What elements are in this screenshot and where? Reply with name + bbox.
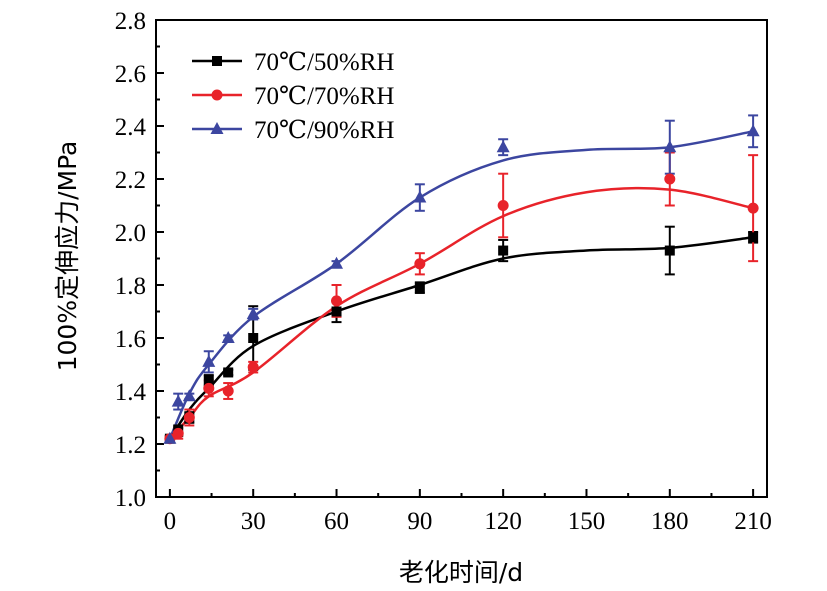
data-point-s2 [203,382,215,394]
x-tick-label: 150 [568,508,606,535]
y-tick-label: 2.6 [115,61,146,88]
data-point-s2 [172,427,184,439]
data-point-s2 [664,173,676,185]
legend-marker [212,56,222,66]
legend-marker [211,89,223,101]
data-point-s2 [331,295,343,307]
x-tick-label: 90 [407,508,432,535]
data-point-s1 [223,367,234,378]
legend-label: 70℃/70%RH [254,83,394,110]
y-tick-label: 1.0 [115,485,146,512]
x-tick-label: 30 [241,508,266,535]
y-tick-label: 1.6 [115,326,146,353]
data-point-s2 [497,200,509,211]
data-point-s1 [498,245,509,256]
data-point-s1 [203,375,214,386]
data-point-s3 [171,394,185,407]
y-tick-label: 2.8 [115,8,146,35]
x-tick-label: 0 [164,508,177,535]
y-tick-label: 1.8 [115,273,146,300]
y-tick-label: 2.4 [115,114,147,141]
data-point-s1 [664,245,675,256]
legend-label: 70℃/90%RH [254,117,394,144]
legend-marker [210,122,224,134]
data-point-s1 [331,306,342,317]
y-tick-label: 2.2 [115,167,146,194]
y-tick-label: 1.4 [115,379,147,406]
y-tick-label: 1.2 [115,432,146,459]
x-tick-label: 180 [651,508,689,535]
data-point-s1 [414,282,425,293]
y-tick-label: 2.0 [115,220,146,247]
data-point-s2 [222,385,234,397]
data-point-s1 [748,232,759,243]
x-tick-label: 210 [734,508,772,535]
data-point-s2 [247,361,259,373]
data-point-s3 [246,307,260,320]
data-point-s2 [183,412,195,423]
data-point-s3 [221,331,235,343]
y-axis-title: 100%定伸应力/MPa [53,141,82,372]
legend-label: 70℃/50%RH [254,49,394,76]
data-point-s3 [182,389,196,402]
x-tick-label: 120 [484,508,522,535]
series-line-2 [168,186,754,440]
data-point-s2 [414,258,426,270]
data-point-s1 [248,333,259,343]
data-point-s3 [163,431,177,444]
data-point-s3 [746,124,760,137]
data-point-s2 [747,202,759,214]
series-line-1 [168,236,754,440]
data-point-s3 [496,140,510,153]
data-point-s3 [413,190,427,203]
data-point-s3 [330,256,344,269]
x-tick-label: 60 [324,508,349,535]
plot-frame [155,19,768,498]
data-point-s3 [202,354,216,367]
x-axis-title: 老化时间/d [399,558,523,587]
series-line-3 [168,130,754,440]
data-point-s3 [663,140,677,153]
